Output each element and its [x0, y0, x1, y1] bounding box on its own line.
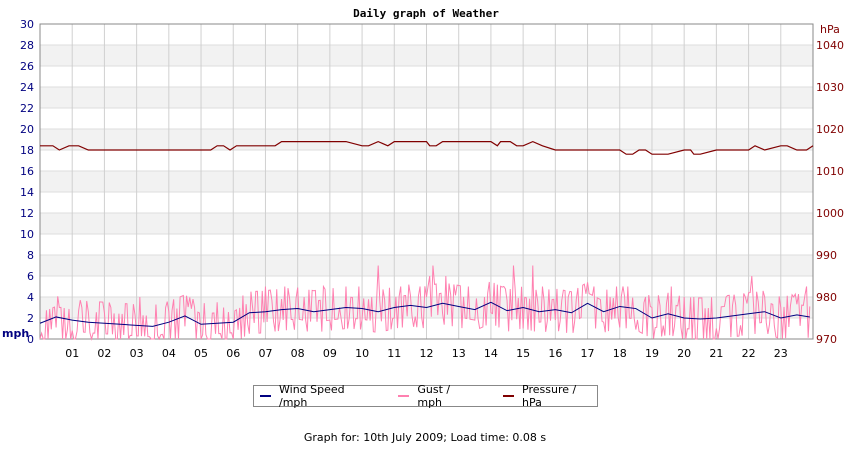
wind-series [39, 301, 810, 327]
legend-label-gust: Gust / mph [417, 383, 451, 409]
x-tick-label: 12 [420, 347, 434, 360]
x-tick-label: 23 [774, 347, 788, 360]
x-tick-label: 02 [97, 347, 111, 360]
y-right-tick-label: 1020 [816, 123, 844, 136]
y-left-tick-label: 20 [20, 123, 34, 136]
y-right-tick-label: 980 [816, 291, 837, 304]
y-left-tick-label: 30 [20, 18, 34, 31]
y-right-tick-label: 1010 [816, 165, 844, 178]
y-left-tick-label: 24 [20, 81, 34, 94]
y-right-tick-label: 1040 [816, 39, 844, 52]
y-right-tick-label: 990 [816, 249, 837, 262]
x-tick-label: 03 [130, 347, 144, 360]
y-left-tick-label: 26 [20, 60, 34, 73]
legend-swatch-wind [260, 395, 271, 397]
x-tick-label: 08 [291, 347, 305, 360]
y-left-tick-label: 14 [20, 186, 34, 199]
gust-line [39, 265, 811, 341]
y-left-tick-label: 16 [20, 165, 34, 178]
x-tick-label: 01 [65, 347, 79, 360]
y-right-tick-label: 1000 [816, 207, 844, 220]
footer-text: Graph for: 10th July 2009; Load time: 0.… [303, 431, 547, 444]
x-tick-label: 14 [484, 347, 498, 360]
legend: Wind Speed /mph Gust / mph Pressure / hP… [253, 383, 598, 409]
x-tick-label: 18 [613, 347, 627, 360]
y-left-tick-label: 4 [27, 291, 34, 304]
y-right-ticks: 970 980 990 1000 1010 1020 1030 1040 [816, 39, 844, 346]
x-tick-label: 07 [258, 347, 272, 360]
y-left-tick-label: 28 [20, 39, 34, 52]
y-left-tick-label: 12 [20, 207, 34, 220]
legend-item-gust: Gust / mph [398, 383, 473, 409]
legend-item-pressure: Pressure / hPa [503, 383, 593, 409]
x-tick-label: 05 [194, 347, 208, 360]
x-tick-label: 13 [452, 347, 466, 360]
x-tick-label: 06 [226, 347, 240, 360]
legend-swatch-gust [398, 395, 410, 397]
y-left-label: mph [2, 327, 29, 340]
x-tick-label: 09 [323, 347, 337, 360]
x-tick-label: 21 [709, 347, 723, 360]
y-right-label: hPa [820, 23, 840, 36]
y-left-tick-label: 6 [27, 270, 34, 283]
x-tick-label: 04 [162, 347, 176, 360]
chart-title: Daily graph of Weather [353, 7, 499, 20]
x-ticks: 01 02 03 04 05 06 07 08 09 10 11 12 13 14 15 16 17 18 19 20… [65, 347, 788, 360]
y-right-tick-label: 1030 [816, 81, 844, 94]
x-tick-label: 15 [516, 347, 530, 360]
y-left-tick-label: 10 [20, 228, 34, 241]
x-tick-label: 19 [645, 347, 659, 360]
legend-label-wind: Wind Speed /mph [279, 383, 345, 409]
x-tick-label: 16 [548, 347, 562, 360]
y-left-tick-label: 18 [20, 144, 34, 157]
legend-swatch-pressure [503, 395, 515, 397]
y-left-tick-label: 8 [27, 249, 34, 262]
y-right-tick-label: 970 [816, 333, 837, 346]
y-left-tick-label: 22 [20, 102, 34, 115]
plot-frame [39, 23, 814, 340]
pressure-line [40, 140, 814, 155]
x-tick-label: 11 [387, 347, 401, 360]
x-tick-label: 10 [355, 347, 369, 360]
x-tick-label: 22 [742, 347, 756, 360]
y-left-tick-label: 0 [27, 333, 34, 346]
wind-line [39, 301, 810, 327]
pressure-series [40, 140, 814, 155]
y-left-tick-label: 2 [27, 312, 34, 325]
legend-label-pressure: Pressure / hPa [522, 383, 577, 409]
legend-item-wind: Wind Speed /mph [260, 383, 368, 409]
x-tick-label: 17 [581, 347, 595, 360]
x-tick-label: 20 [677, 347, 691, 360]
weather-chart: Daily graph of Weather mph hPa 024681012… [2, 7, 844, 360]
gust-series [39, 265, 811, 341]
